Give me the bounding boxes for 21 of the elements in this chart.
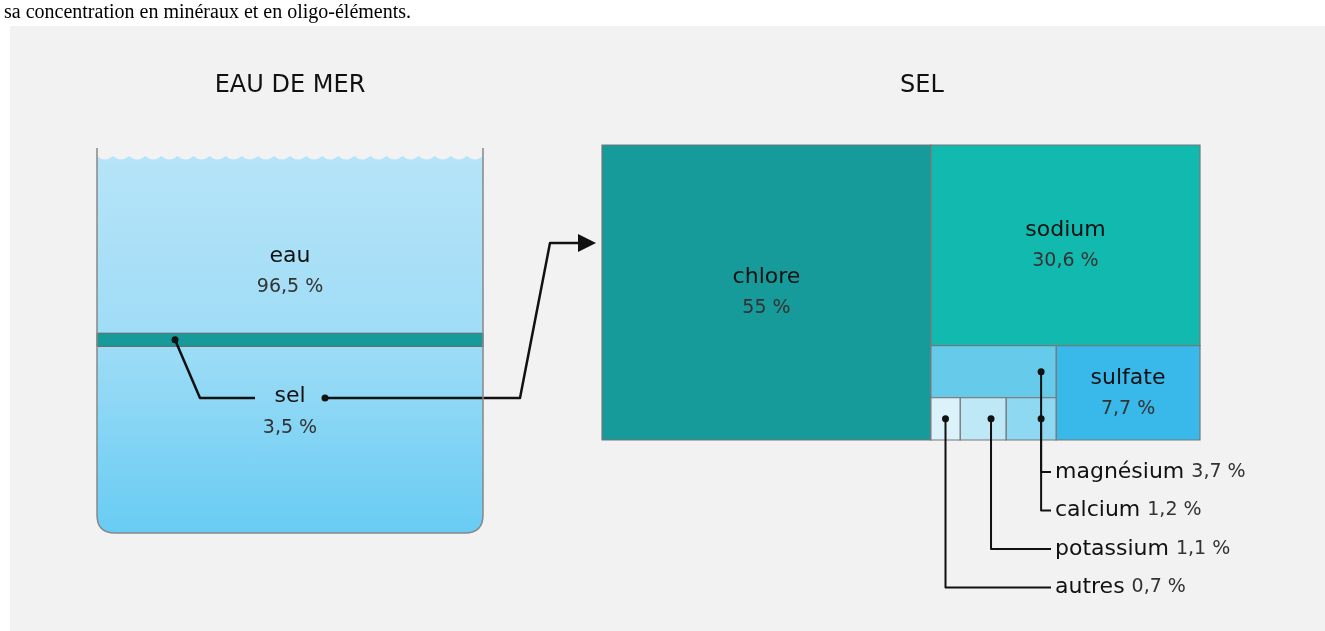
data-label: 55 %	[742, 295, 791, 318]
category-label: eau	[269, 241, 311, 267]
data-label: 30,6 %	[1032, 248, 1099, 271]
category-label: calcium	[1055, 496, 1141, 522]
text: EAU DE MER	[214, 70, 366, 99]
data-label: 96,5 %	[256, 273, 324, 296]
data-label: 3,7 %	[1191, 458, 1246, 481]
data-label: 1,2 %	[1147, 497, 1202, 520]
data-label: 3,5 %	[262, 414, 318, 437]
text: sa concentration en minéraux et en oligo-éléments.	[4, 0, 412, 23]
text: SEL	[900, 70, 945, 99]
category-label: potassium	[1055, 534, 1169, 560]
category-label: chlore	[732, 263, 801, 289]
data-label: 7,7 %	[1100, 395, 1156, 418]
category-label: sulfate	[1090, 363, 1166, 389]
category-label: sodium	[1025, 216, 1106, 242]
category-label: sel	[274, 381, 306, 407]
category-label: magnésium	[1055, 457, 1185, 483]
category-label: autres	[1055, 573, 1125, 599]
data-label: 0,7 %	[1131, 574, 1186, 597]
data-label: 1,1 %	[1175, 535, 1231, 558]
